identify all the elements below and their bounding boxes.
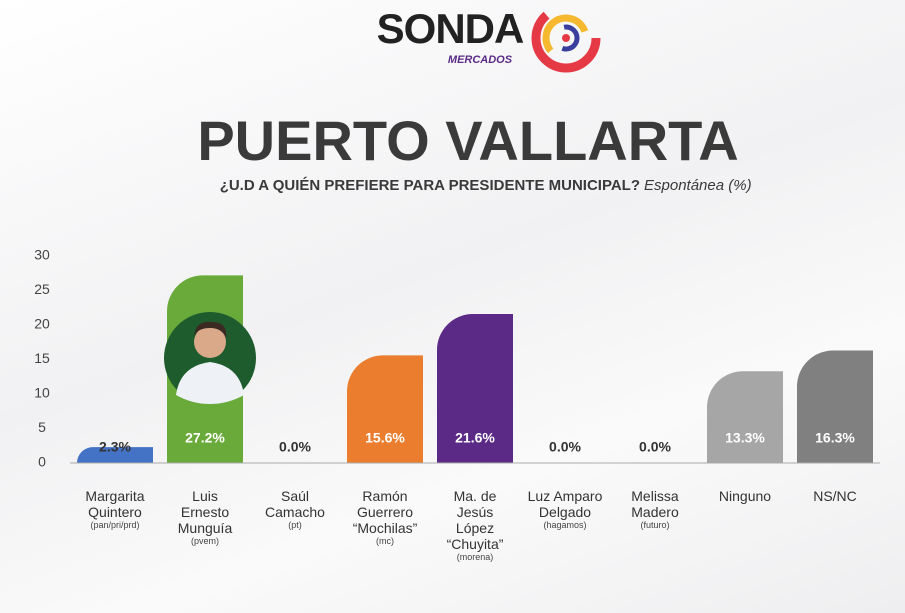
value-label: 2.3%	[99, 439, 131, 455]
x-tick-label: Ninguno	[718, 488, 772, 504]
party-label: (pvem)	[190, 536, 219, 546]
value-label: 0.0%	[279, 439, 311, 455]
x-tick-label: Margarita Quintero	[85, 488, 145, 520]
bar	[77, 447, 153, 463]
party-label: (pan/pri/prd)	[90, 520, 140, 530]
y-tick-label: 20	[34, 316, 50, 332]
category-label: Ma. de Jesús López “Chuyita” (morena)	[425, 488, 525, 563]
category-label: Margarita Quintero (pan/pri/prd)	[65, 488, 165, 531]
x-tick-label: Luis Ernesto Munguía	[177, 488, 233, 536]
logo-ring	[531, 3, 601, 73]
x-tick-label: NS/NC	[813, 488, 857, 504]
party-label: (futuro)	[640, 520, 670, 530]
value-label: 27.2%	[185, 430, 225, 446]
chart-subtitle-note: Espontánea (%)	[644, 177, 752, 194]
category-label: Ramón Guerrero “Mochilas” (mc)	[335, 488, 435, 547]
value-label: 21.6%	[455, 430, 495, 446]
bar	[437, 313, 513, 463]
y-tick-label: 30	[34, 247, 50, 263]
bar	[347, 355, 423, 463]
brand: SONDA	[377, 5, 524, 52]
logo: SONDA MERCADOS	[377, 3, 601, 73]
chart-subtitle: ¿U.D A QUIÉN PREFIERE PARA PRESIDENTE MU…	[220, 177, 640, 194]
y-tick-label: 0	[38, 454, 46, 470]
party-label: (morena)	[456, 552, 494, 562]
y-tick-label: 15	[34, 350, 50, 366]
bar	[707, 371, 783, 463]
party-label: (mc)	[376, 536, 394, 546]
bar	[797, 350, 873, 463]
category-label: Ninguno	[695, 488, 795, 504]
candidate-photo	[164, 312, 256, 404]
value-label: 15.6%	[365, 430, 405, 446]
y-tick-label: 10	[34, 385, 50, 401]
y-tick-label: 5	[38, 419, 46, 435]
category-label: Luz Amparo Delgado (hagamos)	[515, 488, 615, 531]
x-tick-label: Melissa Madero	[631, 488, 679, 520]
value-label: 0.0%	[639, 439, 671, 455]
value-label: 13.3%	[725, 430, 765, 446]
x-tick-label: Luz Amparo Delgado	[527, 488, 603, 520]
y-tick-label: 25	[34, 281, 50, 297]
photo-shirt	[176, 362, 244, 404]
value-label: 16.3%	[815, 430, 855, 446]
party-label: (hagamos)	[543, 520, 587, 530]
category-label: Luis Ernesto Munguía (pvem)	[155, 488, 255, 547]
party-label: (pt)	[288, 520, 302, 530]
value-label: 0.0%	[549, 439, 581, 455]
brand-sub: MERCADOS	[448, 54, 513, 66]
photo-hair	[194, 321, 227, 338]
logo-dot	[562, 34, 570, 42]
category-label: Saúl Camacho (pt)	[245, 488, 345, 531]
photo-face	[194, 326, 226, 358]
x-tick-label: Saúl Camacho	[265, 488, 325, 520]
category-label: NS/NC	[785, 488, 885, 504]
x-tick-label: Ramón Guerrero “Mochilas”	[352, 488, 418, 536]
x-tick-label: Ma. de Jesús López “Chuyita”	[446, 488, 504, 552]
category-label: Melissa Madero (futuro)	[605, 488, 705, 531]
chart-title: PUERTO VALLARTA	[197, 109, 738, 172]
